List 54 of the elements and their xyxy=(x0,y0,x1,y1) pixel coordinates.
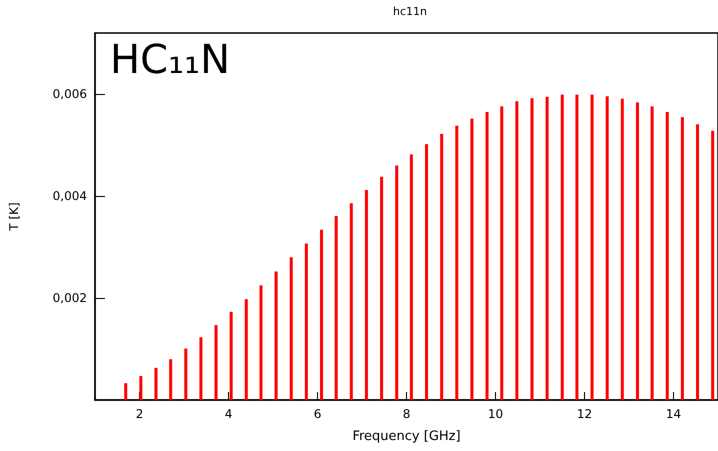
bar xyxy=(530,98,534,400)
bar xyxy=(184,348,188,400)
chart-title: hc11n xyxy=(393,5,428,18)
y-axis-title: T [K] xyxy=(7,202,21,232)
bar xyxy=(575,94,578,400)
x-tick-label: 4 xyxy=(224,407,232,421)
bar xyxy=(546,96,549,400)
bar xyxy=(425,144,428,400)
x-tick-label: 8 xyxy=(402,407,410,421)
y-tick-label: 0,004 xyxy=(52,189,87,204)
bar xyxy=(590,94,594,400)
bar xyxy=(650,106,654,400)
y-tick-label: 0,002 xyxy=(52,291,87,306)
bar xyxy=(500,106,504,400)
bar xyxy=(560,94,564,400)
bar xyxy=(470,118,474,400)
bar xyxy=(620,98,624,400)
bar xyxy=(154,368,158,400)
x-tick-label: 12 xyxy=(576,407,592,421)
bar xyxy=(350,203,353,400)
bar xyxy=(680,117,684,400)
bar xyxy=(214,325,218,400)
bar xyxy=(124,383,128,400)
bar xyxy=(274,272,278,400)
bar xyxy=(244,299,248,400)
bar xyxy=(364,190,368,400)
bar xyxy=(334,216,338,400)
bar xyxy=(606,96,609,400)
bar xyxy=(711,130,714,400)
bar xyxy=(230,312,233,400)
bar xyxy=(636,102,639,400)
bar xyxy=(304,244,308,400)
bar xyxy=(169,359,172,400)
x-axis-title: Frequency [GHz] xyxy=(352,429,461,444)
bar xyxy=(455,126,458,400)
bar xyxy=(199,337,202,400)
bar xyxy=(395,166,398,400)
bar xyxy=(440,134,444,400)
bar xyxy=(380,176,384,400)
annotation: HC₁₁N xyxy=(110,37,230,83)
x-tick-label: 14 xyxy=(666,407,682,421)
x-tick-label: 2 xyxy=(136,407,144,421)
bar xyxy=(290,257,293,400)
x-tick-label: 10 xyxy=(488,407,504,421)
bar xyxy=(410,154,413,400)
bar xyxy=(486,112,489,400)
bar xyxy=(259,285,262,400)
bar xyxy=(666,112,669,400)
bar xyxy=(696,124,700,400)
bar xyxy=(515,101,518,400)
x-tick-label: 6 xyxy=(314,407,322,421)
bar xyxy=(320,230,324,400)
bar xyxy=(139,376,142,400)
y-tick-label: 0,006 xyxy=(52,87,87,102)
